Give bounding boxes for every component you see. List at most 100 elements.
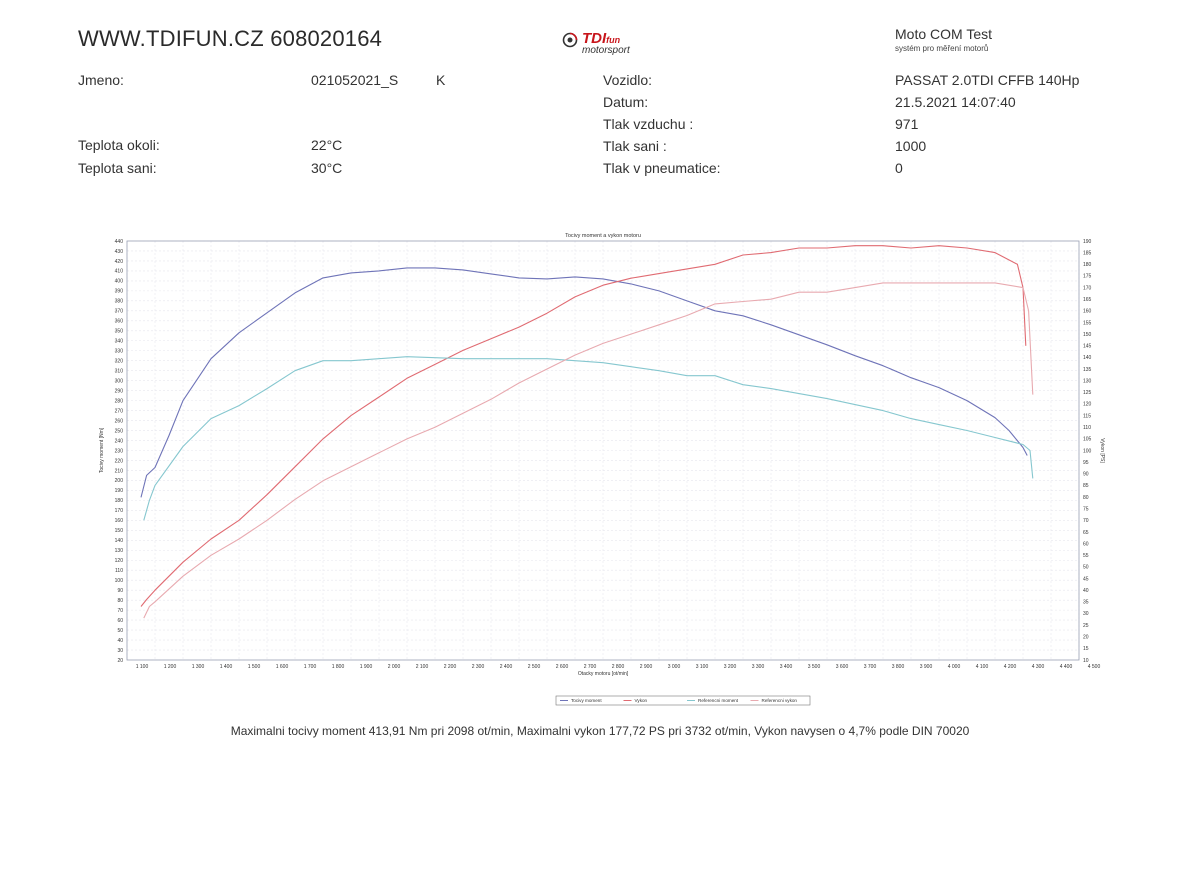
x-tick-label: 2 400: [500, 664, 513, 670]
y-tick-label: 390: [115, 289, 124, 295]
x-tick-label: 3 700: [864, 664, 877, 670]
y-tick-label: 80: [117, 598, 123, 604]
series-lines: [140, 245, 1034, 619]
y-tick-label: 330: [115, 349, 124, 355]
x-tick-label: 2 200: [444, 664, 457, 670]
info-value-name-extra: K: [436, 72, 446, 88]
y2-tick-label: 110: [1083, 425, 1091, 431]
y-tick-label: 180: [115, 498, 124, 504]
turbo-icon: [562, 32, 578, 48]
y2-tick-label: 70: [1083, 518, 1089, 524]
y-tick-label: 40: [117, 638, 123, 644]
x-tick-label: 3 500: [808, 664, 821, 670]
y-tick-label: 140: [115, 538, 124, 544]
y-tick-label: 50: [117, 628, 123, 634]
y2-tick-label: 190: [1083, 239, 1092, 245]
reference-torque-line: [143, 356, 1034, 521]
y-tick-label: 350: [115, 329, 124, 335]
x-tick-label: 4 300: [1032, 664, 1045, 670]
y-tick-label: 300: [115, 378, 124, 384]
info-value-intake-pressure: 1000: [895, 138, 927, 154]
x-tick-label: 1 700: [304, 664, 317, 670]
plot-frame: [126, 240, 1080, 661]
y-tick-label: 440: [115, 239, 124, 245]
y2-tick-label: 75: [1083, 506, 1089, 512]
x-tick-label: 1 900: [360, 664, 373, 670]
y2-tick-label: 155: [1083, 320, 1092, 326]
y2-axis-ticks: 10 15 20 25 30 35 40 45 50 55 60 65 70 75 80 85 90 95 100 1…: [1083, 239, 1092, 664]
x-tick-label: 2 600: [556, 664, 569, 670]
legend-entry: Vykon: [635, 698, 648, 703]
info-value-ambient-temp: 22°C: [311, 137, 343, 153]
y-tick-label: 150: [115, 528, 124, 534]
logo-brand: TDI: [582, 30, 607, 47]
y2-tick-label: 115: [1083, 413, 1091, 419]
y2-tick-label: 45: [1083, 576, 1089, 582]
x-tick-label: 2 700: [584, 664, 597, 670]
reference-power-line: [143, 282, 1034, 619]
y-tick-label: 400: [115, 279, 124, 285]
y2-tick-label: 105: [1083, 437, 1092, 443]
x-tick-label: 2 800: [612, 664, 625, 670]
y2-tick-label: 90: [1083, 472, 1089, 478]
x-axis-label: Otacky motoru [ot/min]: [578, 671, 629, 677]
y-tick-label: 160: [115, 518, 124, 524]
info-label-air-pressure: Tlak vzduchu :: [603, 116, 694, 132]
y-tick-label: 200: [115, 478, 124, 484]
logo-brand-suffix: fun: [606, 35, 621, 45]
y-tick-label: 340: [115, 339, 124, 345]
x-tick-label: 1 600: [276, 664, 289, 670]
legend-entry: Referencni moment: [698, 698, 739, 703]
x-tick-label: 1 100: [136, 664, 149, 670]
y-tick-label: 220: [115, 458, 124, 464]
y2-tick-label: 180: [1083, 262, 1092, 268]
info-label-vehicle: Vozidlo:: [603, 72, 653, 88]
y-tick-label: 210: [115, 468, 124, 474]
y-tick-label: 60: [117, 618, 123, 624]
info-label-ambient-temp: Teplota okoli:: [78, 137, 160, 153]
y-tick-label: 360: [115, 319, 124, 325]
logo-tagline: motorsport: [582, 45, 630, 56]
info-value-vehicle: PASSAT 2.0TDI CFFB 140Hp: [895, 72, 1080, 88]
y-tick-label: 110: [115, 568, 123, 574]
y2-tick-label: 160: [1083, 309, 1092, 315]
y2-tick-label: 120: [1083, 402, 1092, 408]
y2-tick-label: 100: [1083, 448, 1092, 454]
info-value-name: 021052021_S: [311, 72, 399, 88]
y-tick-label: 290: [115, 388, 124, 394]
y-tick-label: 310: [115, 368, 124, 374]
y2-tick-label: 65: [1083, 530, 1089, 536]
y2-tick-label: 165: [1083, 297, 1092, 303]
x-tick-label: 4 400: [1060, 664, 1073, 670]
y-tick-label: 250: [115, 428, 124, 434]
x-tick-label: 2 900: [640, 664, 653, 670]
chart-legend: Tocivy moment Vykon Referencni moment Refer…: [555, 695, 811, 706]
y2-tick-label: 30: [1083, 611, 1089, 617]
y2-tick-label: 25: [1083, 623, 1089, 629]
power-line: [140, 245, 1027, 607]
y-tick-label: 70: [117, 608, 123, 614]
y2-tick-label: 40: [1083, 588, 1089, 594]
tdifun-logo: TDIfun motorsport: [562, 28, 662, 60]
y-tick-label: 30: [117, 648, 123, 654]
chart-title: Tocivy moment a vykon motoru: [565, 233, 641, 239]
y-tick-label: 90: [117, 588, 123, 594]
info-label-intake-pressure: Tlak sani :: [603, 138, 667, 154]
y-tick-label: 120: [115, 558, 124, 564]
y2-tick-label: 80: [1083, 495, 1089, 501]
legend-entry: Tocivy moment: [571, 698, 602, 703]
y2-tick-label: 60: [1083, 541, 1089, 547]
y-tick-label: 190: [115, 488, 124, 494]
y-tick-label: 230: [115, 448, 124, 454]
x-tick-label: 4 100: [976, 664, 989, 670]
y-tick-label: 20: [117, 658, 123, 664]
x-tick-label: 3 000: [668, 664, 681, 670]
test-title: Moto COM Test: [895, 26, 992, 42]
x-tick-label: 2 300: [472, 664, 485, 670]
x-tick-label: 2 100: [416, 664, 429, 670]
test-subtitle: systém pro měření motorů: [895, 44, 989, 53]
x-tick-label: 1 800: [332, 664, 345, 670]
x-tick-label: 1 300: [192, 664, 205, 670]
chart-grid: [126, 240, 1080, 661]
y2-tick-label: 10: [1083, 658, 1089, 664]
